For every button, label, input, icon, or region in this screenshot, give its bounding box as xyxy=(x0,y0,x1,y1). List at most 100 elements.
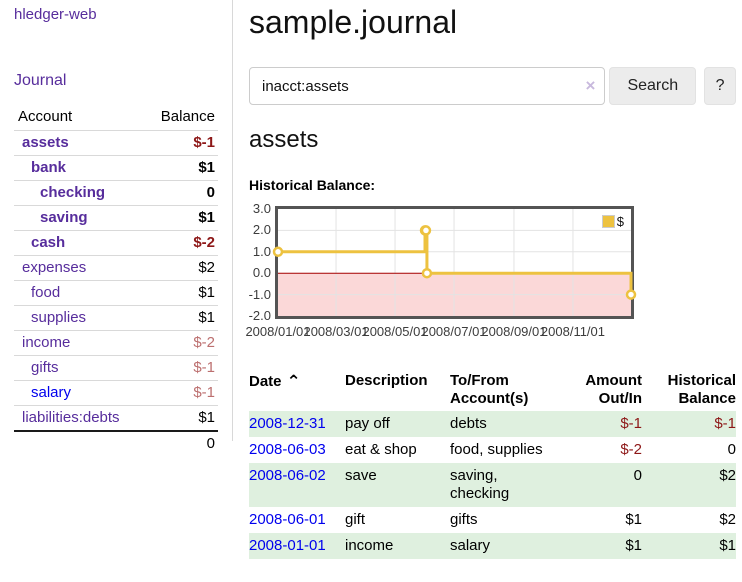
account-row: liabilities:debts $1 xyxy=(14,405,218,432)
accounts-table-body: assets $-1 bank $1 checking 0 saving $1 cash $-2 e… xyxy=(14,130,218,432)
account-name-cell: salary xyxy=(14,380,116,406)
description-cell: income xyxy=(345,537,394,554)
sidebar-item-journal[interactable]: Journal xyxy=(14,72,67,89)
app-title-link[interactable]: hledger-web xyxy=(14,6,97,23)
account-link[interactable]: income xyxy=(22,334,71,351)
description-cell: eat & shop xyxy=(345,441,417,458)
x-axis-label: 2008/07/01 xyxy=(421,324,487,339)
register-header-date[interactable]: Date ⌃ xyxy=(249,370,345,411)
transaction-row: 2008-12-31 pay off debts $-1 $-1 xyxy=(249,411,736,437)
account-name-cell: checking xyxy=(14,180,116,206)
y-axis-label: -2.0 xyxy=(248,308,271,323)
accounts-cell: debts xyxy=(450,415,487,432)
search-row: × Search ? xyxy=(249,67,736,105)
x-axis-label: 2008/11/01 xyxy=(540,324,606,339)
balance-cell: $2 xyxy=(719,511,736,528)
account-row: salary $-1 xyxy=(14,380,218,406)
accounts-table: Account Balance assets $-1 bank $1 checking 0… xyxy=(14,105,218,456)
account-row: income $-2 xyxy=(14,330,218,356)
transaction-row: 2008-06-02 save saving, checking 0 $2 xyxy=(249,463,736,507)
accounts-cell: gifts xyxy=(450,511,478,528)
account-balance: $1 xyxy=(116,305,218,331)
account-name-cell: gifts xyxy=(14,355,116,381)
help-button[interactable]: ? xyxy=(704,67,736,105)
account-link[interactable]: supplies xyxy=(31,309,87,326)
transaction-row: 2008-06-03 eat & shop food, supplies $-2 0 xyxy=(249,437,736,463)
transaction-date-link[interactable]: 2008-06-01 xyxy=(249,511,326,528)
balance-cell: 0 xyxy=(727,441,736,458)
accounts-header-account: Account xyxy=(14,105,116,131)
description-cell: pay off xyxy=(345,415,390,432)
chart-legend: $ xyxy=(599,213,626,230)
description-cell: save xyxy=(345,467,377,484)
account-balance: $2 xyxy=(116,255,218,281)
register-header-row: Date ⌃ Description To/From Account(s) Amo… xyxy=(249,370,736,411)
register-header-amount: Amount Out/In xyxy=(585,372,642,407)
transaction-date-link[interactable]: 2008-06-02 xyxy=(249,467,326,484)
date-cell: 2008-01-01 xyxy=(249,533,345,559)
transaction-date-link[interactable]: 2008-01-01 xyxy=(249,537,326,554)
account-link[interactable]: saving xyxy=(40,209,88,226)
account-balance: $1 xyxy=(116,155,218,181)
account-balance: $-2 xyxy=(116,230,218,256)
transaction-row: 2008-01-01 income salary $1 $1 xyxy=(249,533,736,559)
account-name-cell: bank xyxy=(14,155,116,181)
chart-canvas xyxy=(272,209,637,316)
account-row: food $1 xyxy=(14,280,218,306)
main-content: sample.journal × Search ? assets Histori… xyxy=(245,0,736,559)
register-header-balance: Historical Balance xyxy=(667,372,736,407)
accounts-cell: food, supplies xyxy=(450,441,543,458)
account-balance: $1 xyxy=(116,280,218,306)
y-axis-label: 1.0 xyxy=(252,243,271,259)
balance-cell: $2 xyxy=(719,467,736,484)
account-link[interactable]: expenses xyxy=(22,259,87,276)
balance-cell: $-1 xyxy=(714,415,736,432)
chart-title: Historical Balance: xyxy=(249,177,376,193)
search-button[interactable]: Search xyxy=(609,67,697,105)
x-axis-label: 2008/09/01 xyxy=(481,324,547,339)
account-name-cell: liabilities:debts xyxy=(14,405,120,432)
account-link[interactable]: food xyxy=(31,284,61,301)
date-cell: 2008-06-01 xyxy=(249,507,345,533)
account-link[interactable]: liabilities:debts xyxy=(22,409,120,426)
amount-cell: $-1 xyxy=(620,415,642,432)
account-link[interactable]: cash xyxy=(31,234,66,251)
account-link[interactable]: gifts xyxy=(31,359,59,376)
page-title: sample.journal xyxy=(249,4,458,40)
sidebar: hledger-web Journal Account Balance asse… xyxy=(0,0,233,456)
date-header-label: Date xyxy=(249,373,282,390)
transaction-date-link[interactable]: 2008-12-31 xyxy=(249,415,326,432)
y-axis-label: 0.0 xyxy=(252,265,271,281)
amount-cell: 0 xyxy=(633,467,642,484)
account-name-cell: saving xyxy=(14,205,116,231)
account-link[interactable]: salary xyxy=(31,384,72,401)
account-balance: $-1 xyxy=(116,380,218,406)
amount-cell: $-2 xyxy=(620,441,642,458)
legend-label: $ xyxy=(616,214,624,229)
transaction-date-link[interactable]: 2008-06-03 xyxy=(249,441,326,458)
accounts-header-balance: Balance xyxy=(116,105,218,131)
account-name-cell: cash xyxy=(14,230,116,256)
search-input[interactable] xyxy=(249,67,606,105)
account-balance: $1 xyxy=(116,405,218,432)
description-cell: gift xyxy=(345,511,366,528)
account-link[interactable]: bank xyxy=(31,159,67,176)
account-row: bank $1 xyxy=(14,155,218,181)
legend-swatch xyxy=(601,215,615,228)
chart-plot: $ xyxy=(272,206,637,319)
account-row: saving $1 xyxy=(14,205,218,231)
account-name-cell: assets xyxy=(14,130,116,156)
register-header-description: Description xyxy=(345,372,428,389)
account-link[interactable]: assets xyxy=(22,134,69,151)
accounts-total-spacer xyxy=(14,430,116,456)
account-row: supplies $1 xyxy=(14,305,218,331)
account-balance: $-1 xyxy=(116,130,218,156)
account-name-cell: food xyxy=(14,280,116,306)
accounts-total-value: 0 xyxy=(116,430,218,456)
date-cell: 2008-12-31 xyxy=(249,411,345,437)
transaction-row: 2008-06-01 gift gifts $1 $2 xyxy=(249,507,736,533)
account-row: cash $-2 xyxy=(14,230,218,256)
amount-cell: $1 xyxy=(625,511,642,528)
account-link[interactable]: checking xyxy=(40,184,106,201)
clear-search-icon[interactable]: × xyxy=(585,76,596,95)
